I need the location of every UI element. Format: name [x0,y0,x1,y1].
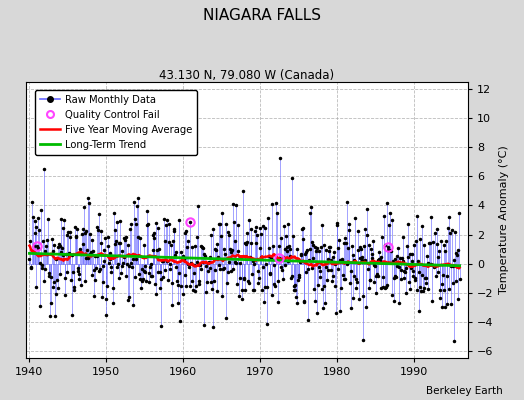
Title: 43.130 N, 79.080 W (Canada): 43.130 N, 79.080 W (Canada) [159,69,334,82]
Y-axis label: Temperature Anomaly (°C): Temperature Anomaly (°C) [499,146,509,294]
Legend: Raw Monthly Data, Quality Control Fail, Five Year Moving Average, Long-Term Tren: Raw Monthly Data, Quality Control Fail, … [35,90,198,155]
Text: Berkeley Earth: Berkeley Earth [427,386,503,396]
Text: NIAGARA FALLS: NIAGARA FALLS [203,8,321,23]
